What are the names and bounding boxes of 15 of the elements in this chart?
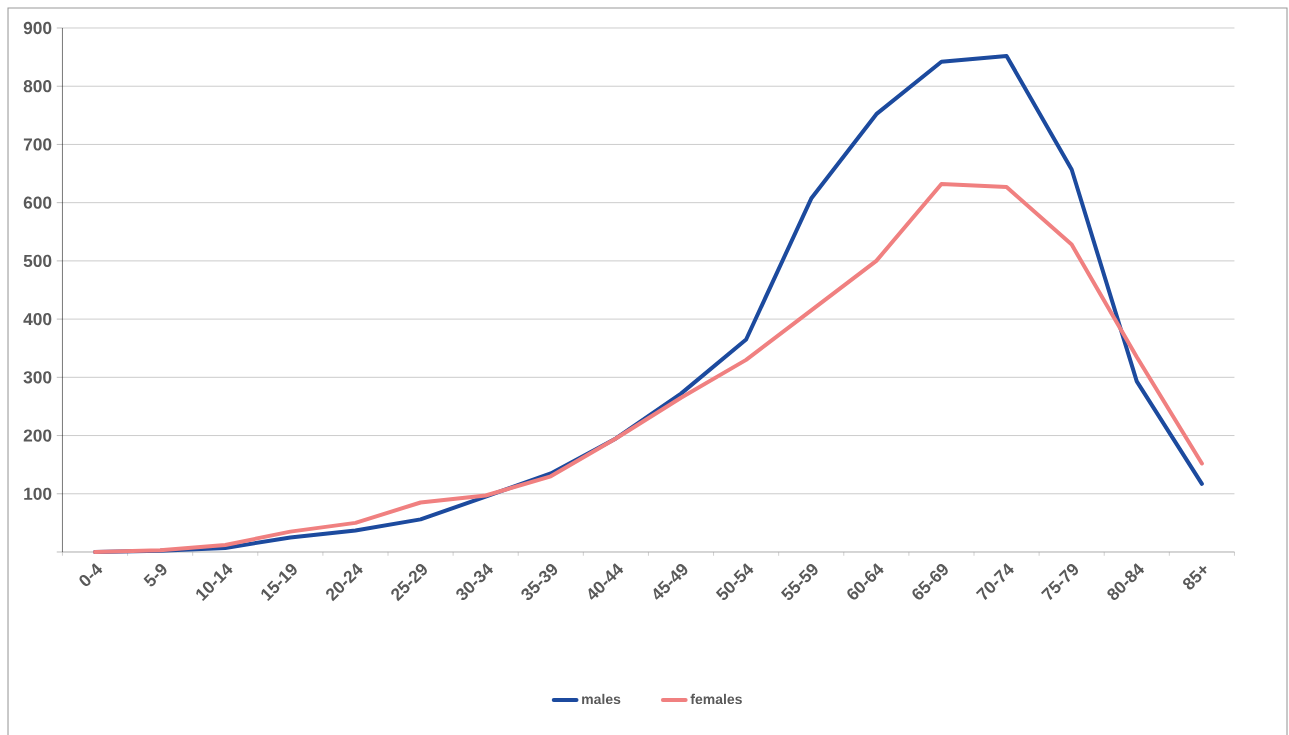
legend-label: males	[582, 693, 621, 705]
y-tick-label: 500	[23, 254, 52, 268]
y-tick-label: 300	[23, 371, 52, 384]
y-tick-label: 700	[23, 138, 52, 151]
y-tick-label: 400	[23, 312, 52, 326]
y-tick-label: 900	[23, 21, 52, 35]
x-tick-label: 5-9	[143, 564, 167, 587]
line-series	[93, 182, 1204, 554]
x-tick-label: 85+	[1183, 566, 1207, 590]
y-tick-label: 600	[23, 196, 52, 209]
x-tick-label: 0-4	[79, 563, 103, 586]
y-tick-label: 800	[23, 80, 52, 93]
y-tick-label: 100	[24, 487, 52, 500]
legend-label: females	[690, 693, 742, 705]
y-tick-label: 200	[23, 429, 52, 442]
